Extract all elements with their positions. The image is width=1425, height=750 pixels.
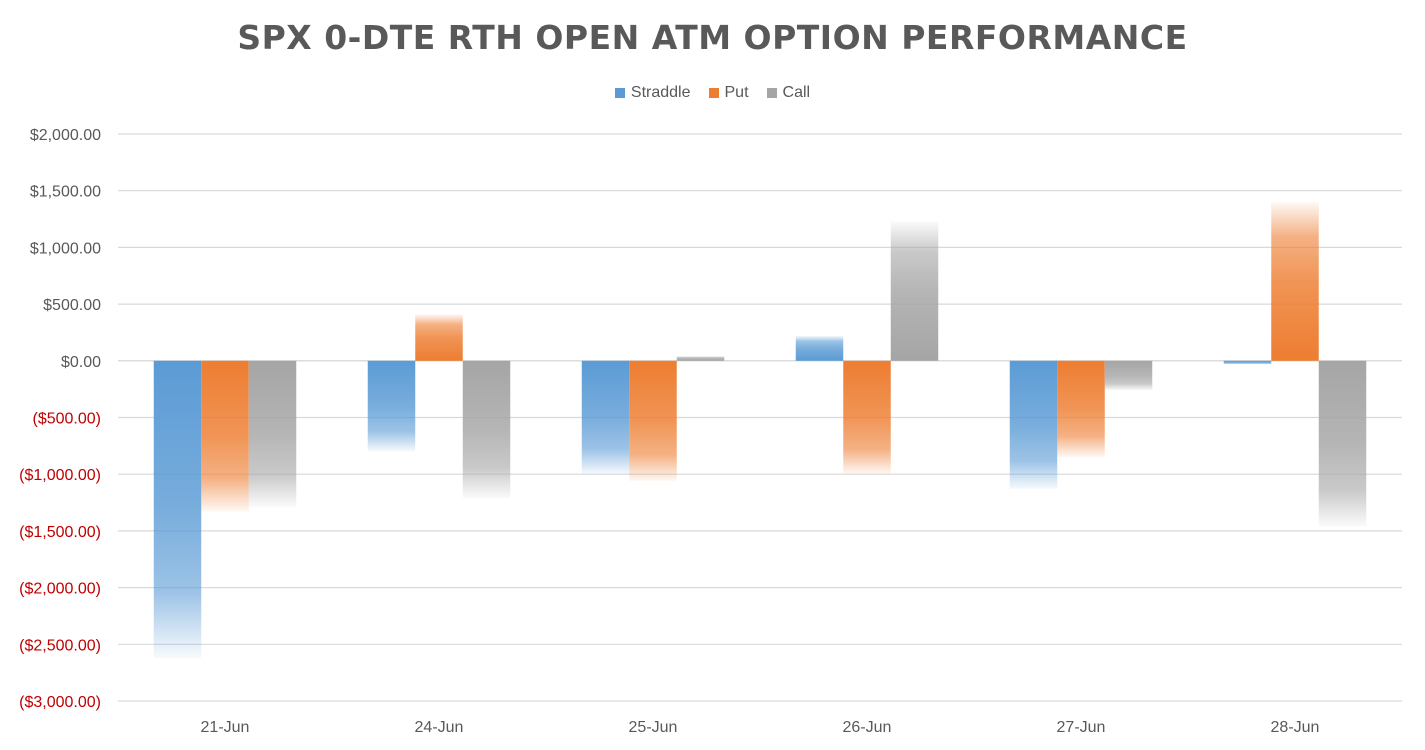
bar-straddle-28-Jun	[1223, 360, 1272, 365]
legend-swatch-straddle	[614, 88, 625, 98]
bar-layer	[153, 202, 1367, 658]
y-tick-label: ($2,000.00)	[19, 581, 101, 598]
y-tick-label: ($3,000.00)	[19, 694, 101, 711]
bar-straddle-25-Jun	[581, 360, 630, 475]
y-tick-label: $1,000.00	[30, 240, 101, 257]
bar-call-26-Jun	[890, 221, 939, 361]
legend-label-straddle: Straddle	[630, 84, 691, 101]
y-tick-label: ($500.00)	[33, 411, 102, 428]
bar-call-25-Jun	[676, 356, 725, 361]
bar-call-28-Jun	[1318, 360, 1367, 527]
bar-call-21-Jun	[248, 360, 297, 508]
x-tick-label: 27-Jun	[1057, 719, 1106, 736]
x-tick-label: 28-Jun	[1271, 719, 1320, 736]
grid-layer	[118, 133, 1402, 702]
x-axis: 21-Jun 24-Jun 25-Jun 26-Jun 27-Jun 28-Jun	[201, 719, 1320, 736]
bar-put-24-Jun	[415, 314, 463, 361]
bar-straddle-27-Jun	[1009, 360, 1058, 489]
y-tick-label: $1,500.00	[30, 184, 101, 201]
y-tick-label: ($2,500.00)	[19, 637, 101, 654]
legend-item-call: Call	[766, 84, 811, 102]
y-tick-label: ($1,500.00)	[19, 524, 101, 541]
y-tick-label: ($1,000.00)	[19, 467, 101, 484]
legend-item-put: Put	[708, 84, 749, 102]
bar-put-28-Jun	[1271, 202, 1319, 361]
bar-straddle-24-Jun	[367, 360, 416, 452]
bar-put-26-Jun	[843, 360, 891, 475]
legend: Straddle Put Call	[0, 84, 1425, 102]
bar-call-27-Jun	[1104, 360, 1153, 391]
x-tick-label: 24-Jun	[415, 719, 464, 736]
chart-title: SPX 0-DTE RTH OPEN ATM OPTION PERFORMANC…	[237, 18, 1188, 57]
x-tick-label: 21-Jun	[201, 719, 250, 736]
y-axis: $2,000.00 $1,500.00 $1,000.00 $500.00 $0.00 (…	[19, 127, 101, 711]
legend-swatch-call	[766, 88, 777, 98]
legend-label-call: Call	[782, 84, 811, 101]
bar-put-21-Jun	[201, 360, 249, 512]
y-tick-label: $0.00	[61, 354, 101, 371]
legend-label-put: Put	[724, 84, 749, 101]
bar-put-27-Jun	[1057, 360, 1105, 458]
y-tick-label: $500.00	[43, 297, 101, 314]
y-tick-label: $2,000.00	[30, 127, 101, 144]
bar-straddle-26-Jun	[795, 335, 844, 361]
x-tick-label: 25-Jun	[629, 719, 678, 736]
bar-put-25-Jun	[629, 360, 677, 482]
legend-item-straddle: Straddle	[614, 84, 691, 102]
bar-straddle-21-Jun	[153, 360, 202, 658]
bar-call-24-Jun	[462, 360, 511, 499]
legend-swatch-put	[708, 88, 719, 98]
x-tick-label: 26-Jun	[843, 719, 892, 736]
